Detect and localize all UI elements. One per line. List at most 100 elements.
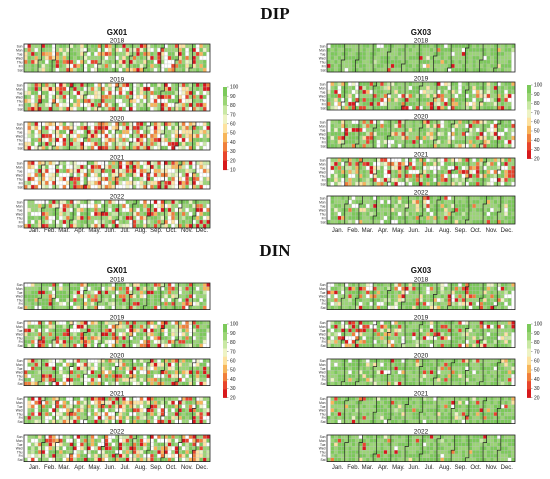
day-cell (108, 125, 112, 131)
day-cell (160, 82, 165, 88)
day-cell (433, 127, 438, 133)
day-cell (55, 328, 60, 333)
day-cell (358, 215, 363, 221)
day-cell (87, 121, 91, 127)
day-cell (326, 177, 331, 183)
day-cell (422, 211, 427, 217)
day-cell (101, 336, 105, 341)
day-cell (115, 172, 119, 178)
panel-dip-gx01: GX012018SunMonTueWedThuFriSat2019SunMonT… (16, 28, 239, 234)
day-cell (111, 55, 116, 61)
day-cell (115, 219, 119, 225)
day-cell (465, 105, 470, 111)
day-cell (157, 298, 161, 303)
day-cell (30, 55, 35, 61)
day-cell (90, 298, 95, 303)
day-cell (195, 67, 200, 73)
day-cell (408, 219, 413, 225)
day-cell (454, 97, 459, 103)
day-cell (108, 305, 112, 310)
day-cell (447, 101, 452, 107)
day-label: Fri (19, 340, 23, 344)
day-cell (108, 301, 112, 306)
day-cell (206, 370, 211, 375)
day-cell (41, 102, 46, 108)
day-cell (108, 374, 112, 379)
day-cell (181, 133, 186, 139)
day-cell (48, 328, 53, 333)
day-cell (125, 362, 130, 367)
day-cell (34, 211, 39, 217)
day-cell (401, 59, 406, 65)
day-cell (44, 381, 49, 386)
day-cell (153, 180, 158, 186)
day-cell (136, 370, 140, 375)
day-cell (125, 55, 130, 61)
day-cell (37, 343, 42, 348)
day-cell (129, 102, 133, 108)
day-cell (139, 199, 144, 205)
day-cell (348, 93, 352, 99)
day-cell (94, 172, 98, 178)
day-cell (122, 282, 126, 287)
day-cell (383, 51, 388, 57)
day-cell (348, 203, 352, 209)
day-cell (136, 203, 140, 209)
day-cell (55, 43, 60, 49)
day-cell (76, 184, 81, 190)
day-cell (443, 67, 448, 73)
day-cell (479, 143, 484, 149)
day-cell (404, 139, 409, 145)
day-cell (412, 105, 416, 111)
day-cell (458, 211, 462, 217)
day-cell (369, 177, 374, 183)
day-cell (153, 377, 158, 382)
day-cell (486, 135, 491, 141)
day-cell (143, 82, 147, 88)
day-cell (507, 43, 512, 49)
day-cell (157, 301, 161, 306)
day-cell (493, 63, 498, 69)
day-cell (44, 106, 49, 112)
day-cell (390, 135, 395, 141)
day-label: Sat (18, 344, 23, 348)
day-cell (108, 47, 112, 53)
day-cell (401, 215, 406, 221)
day-cell (94, 137, 98, 143)
day-cell (129, 374, 133, 379)
day-cell (80, 358, 84, 363)
day-cell (143, 377, 147, 382)
day-cell (104, 47, 109, 53)
day-cell (330, 165, 335, 171)
day-cell (419, 67, 423, 73)
day-cell (351, 169, 356, 175)
day-cell (365, 51, 370, 57)
day-cell (206, 358, 211, 363)
day-cell (348, 215, 352, 221)
day-cell (62, 172, 67, 178)
month-label: May. (88, 228, 101, 234)
day-cell (76, 121, 81, 127)
day-cell (150, 332, 154, 337)
day-cell (139, 145, 144, 151)
day-cell (118, 168, 123, 174)
day-cell (348, 211, 352, 217)
day-cell (195, 374, 200, 379)
day-cell (504, 177, 509, 183)
day-cell (185, 164, 190, 170)
day-cell (468, 169, 473, 175)
day-cell (153, 121, 158, 127)
day-cell (383, 161, 388, 167)
day-cell (394, 89, 399, 95)
day-cell (76, 381, 81, 386)
day-cell (83, 286, 88, 291)
day-cell (65, 106, 70, 112)
month-label: Oct. (166, 228, 177, 234)
day-cell (111, 98, 116, 104)
day-cell (440, 139, 445, 145)
day-cell (433, 63, 438, 69)
day-cell (48, 203, 53, 209)
day-cell (87, 332, 91, 337)
legend-swatch (223, 96, 227, 106)
